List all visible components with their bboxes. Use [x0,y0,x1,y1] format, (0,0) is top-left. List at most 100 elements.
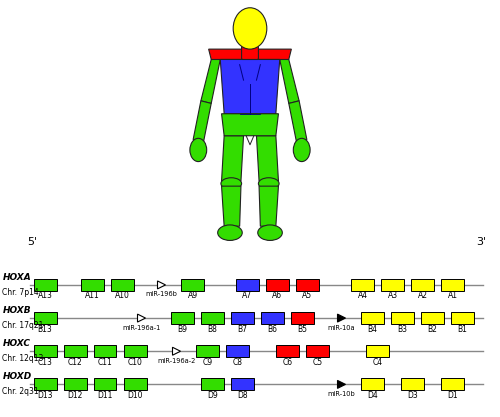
Text: Chr. 2q31: Chr. 2q31 [2,387,39,397]
FancyBboxPatch shape [441,378,464,390]
Text: Chr. 12q13: Chr. 12q13 [2,354,44,363]
Text: miR-196a-2: miR-196a-2 [158,358,196,364]
FancyBboxPatch shape [366,345,389,357]
FancyBboxPatch shape [124,378,146,390]
FancyBboxPatch shape [261,312,284,324]
Text: HOXA: HOXA [2,273,31,282]
FancyBboxPatch shape [451,312,474,324]
Text: A2: A2 [418,291,428,300]
Text: D1: D1 [447,391,458,400]
Text: C4: C4 [372,358,382,367]
FancyBboxPatch shape [236,279,259,291]
Polygon shape [158,281,166,289]
FancyBboxPatch shape [171,312,194,324]
Text: A13: A13 [38,291,52,300]
Polygon shape [222,136,244,181]
FancyBboxPatch shape [391,312,414,324]
FancyBboxPatch shape [441,279,464,291]
FancyBboxPatch shape [306,345,329,357]
Text: B7: B7 [238,324,248,334]
Text: B9: B9 [178,324,188,334]
FancyBboxPatch shape [242,45,258,60]
Text: B4: B4 [368,324,378,334]
Text: miR-196b: miR-196b [146,291,178,297]
Text: B5: B5 [298,324,308,334]
FancyBboxPatch shape [34,345,56,357]
FancyBboxPatch shape [226,345,249,357]
Text: miR-10a: miR-10a [328,324,355,331]
FancyBboxPatch shape [196,345,219,357]
Ellipse shape [218,225,242,241]
Text: C5: C5 [312,358,322,367]
Text: Chr. 17q21: Chr. 17q21 [2,321,44,330]
Text: A5: A5 [302,291,312,300]
Text: HOXC: HOXC [2,339,30,348]
FancyBboxPatch shape [34,279,56,291]
Text: B2: B2 [428,324,438,334]
FancyBboxPatch shape [361,312,384,324]
FancyBboxPatch shape [231,312,254,324]
Text: 3': 3' [476,237,486,247]
Text: A4: A4 [358,291,368,300]
FancyBboxPatch shape [81,279,104,291]
Polygon shape [220,60,280,114]
Text: C6: C6 [282,358,292,367]
FancyBboxPatch shape [181,279,204,291]
Text: D12: D12 [68,391,82,400]
Text: D11: D11 [98,391,112,400]
Text: HOXD: HOXD [2,372,32,382]
FancyBboxPatch shape [296,279,319,291]
Text: D3: D3 [407,391,418,400]
Ellipse shape [258,178,279,189]
Text: HOXB: HOXB [2,306,31,315]
FancyBboxPatch shape [401,378,424,390]
Text: A7: A7 [242,291,252,300]
FancyBboxPatch shape [421,312,444,324]
Text: C10: C10 [128,358,142,367]
FancyBboxPatch shape [94,378,116,390]
Polygon shape [256,136,278,181]
Text: Chr. 7p14: Chr. 7p14 [2,288,39,297]
Polygon shape [338,380,345,388]
FancyBboxPatch shape [64,345,86,357]
Text: A10: A10 [115,291,130,300]
Text: miR-10b: miR-10b [328,391,355,397]
Text: D9: D9 [207,391,218,400]
Text: B1: B1 [458,324,468,334]
Ellipse shape [233,8,267,49]
Text: B6: B6 [268,324,278,334]
Text: D10: D10 [127,391,143,400]
Text: A6: A6 [272,291,282,300]
FancyBboxPatch shape [201,312,224,324]
Polygon shape [289,101,307,142]
Polygon shape [172,347,180,355]
FancyBboxPatch shape [231,378,254,390]
Text: C8: C8 [232,358,242,367]
FancyBboxPatch shape [111,279,134,291]
FancyBboxPatch shape [291,312,314,324]
Text: A3: A3 [388,291,398,300]
Text: B13: B13 [38,324,52,334]
Text: C9: C9 [202,358,212,367]
Text: B3: B3 [398,324,407,334]
Polygon shape [208,49,292,60]
Text: C11: C11 [98,358,112,367]
FancyBboxPatch shape [34,312,56,324]
Ellipse shape [221,178,242,189]
Polygon shape [338,314,345,322]
Text: D4: D4 [367,391,378,400]
Polygon shape [138,314,145,322]
Polygon shape [222,114,278,136]
Text: 5': 5' [28,237,38,247]
Text: A9: A9 [188,291,198,300]
FancyBboxPatch shape [381,279,404,291]
Ellipse shape [258,225,282,241]
Text: A11: A11 [85,291,100,300]
Polygon shape [259,186,278,226]
FancyBboxPatch shape [351,279,374,291]
FancyBboxPatch shape [201,378,224,390]
Text: C12: C12 [68,358,82,367]
Text: B8: B8 [208,324,218,334]
Text: D8: D8 [237,391,248,400]
Polygon shape [280,60,299,103]
